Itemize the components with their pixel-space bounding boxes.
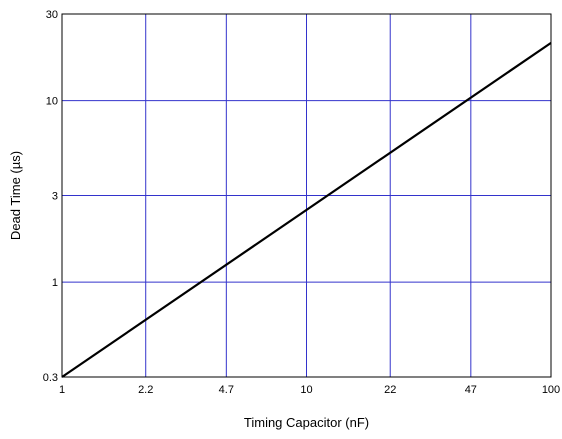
y-tick-label: 10	[46, 96, 58, 108]
y-tick-label: 3	[52, 191, 58, 203]
y-tick-labels: 0.3 1 3 10 30	[43, 9, 58, 384]
series-line	[61, 41, 552, 378]
x-tick-label: 2.2	[138, 384, 153, 396]
y-axis-label: Dead Time (µs)	[8, 151, 23, 240]
x-tick-label: 10	[300, 384, 312, 396]
y-tick-label: 0.3	[43, 372, 58, 384]
x-axis-label: Timing Capacitor (nF)	[244, 415, 369, 430]
grid-lines	[62, 14, 551, 377]
x-tick-label: 47	[465, 384, 477, 396]
x-tick-label: 1	[59, 384, 65, 396]
x-tick-labels: 1 2.2 4.7 10 22 47 100	[59, 384, 560, 396]
x-tick-label: 22	[384, 384, 396, 396]
x-tick-label: 4.7	[219, 384, 234, 396]
y-tick-label: 30	[46, 9, 58, 21]
y-tick-label: 1	[52, 277, 58, 289]
plot-frame	[61, 13, 552, 378]
x-tick-label: 100	[542, 384, 560, 396]
